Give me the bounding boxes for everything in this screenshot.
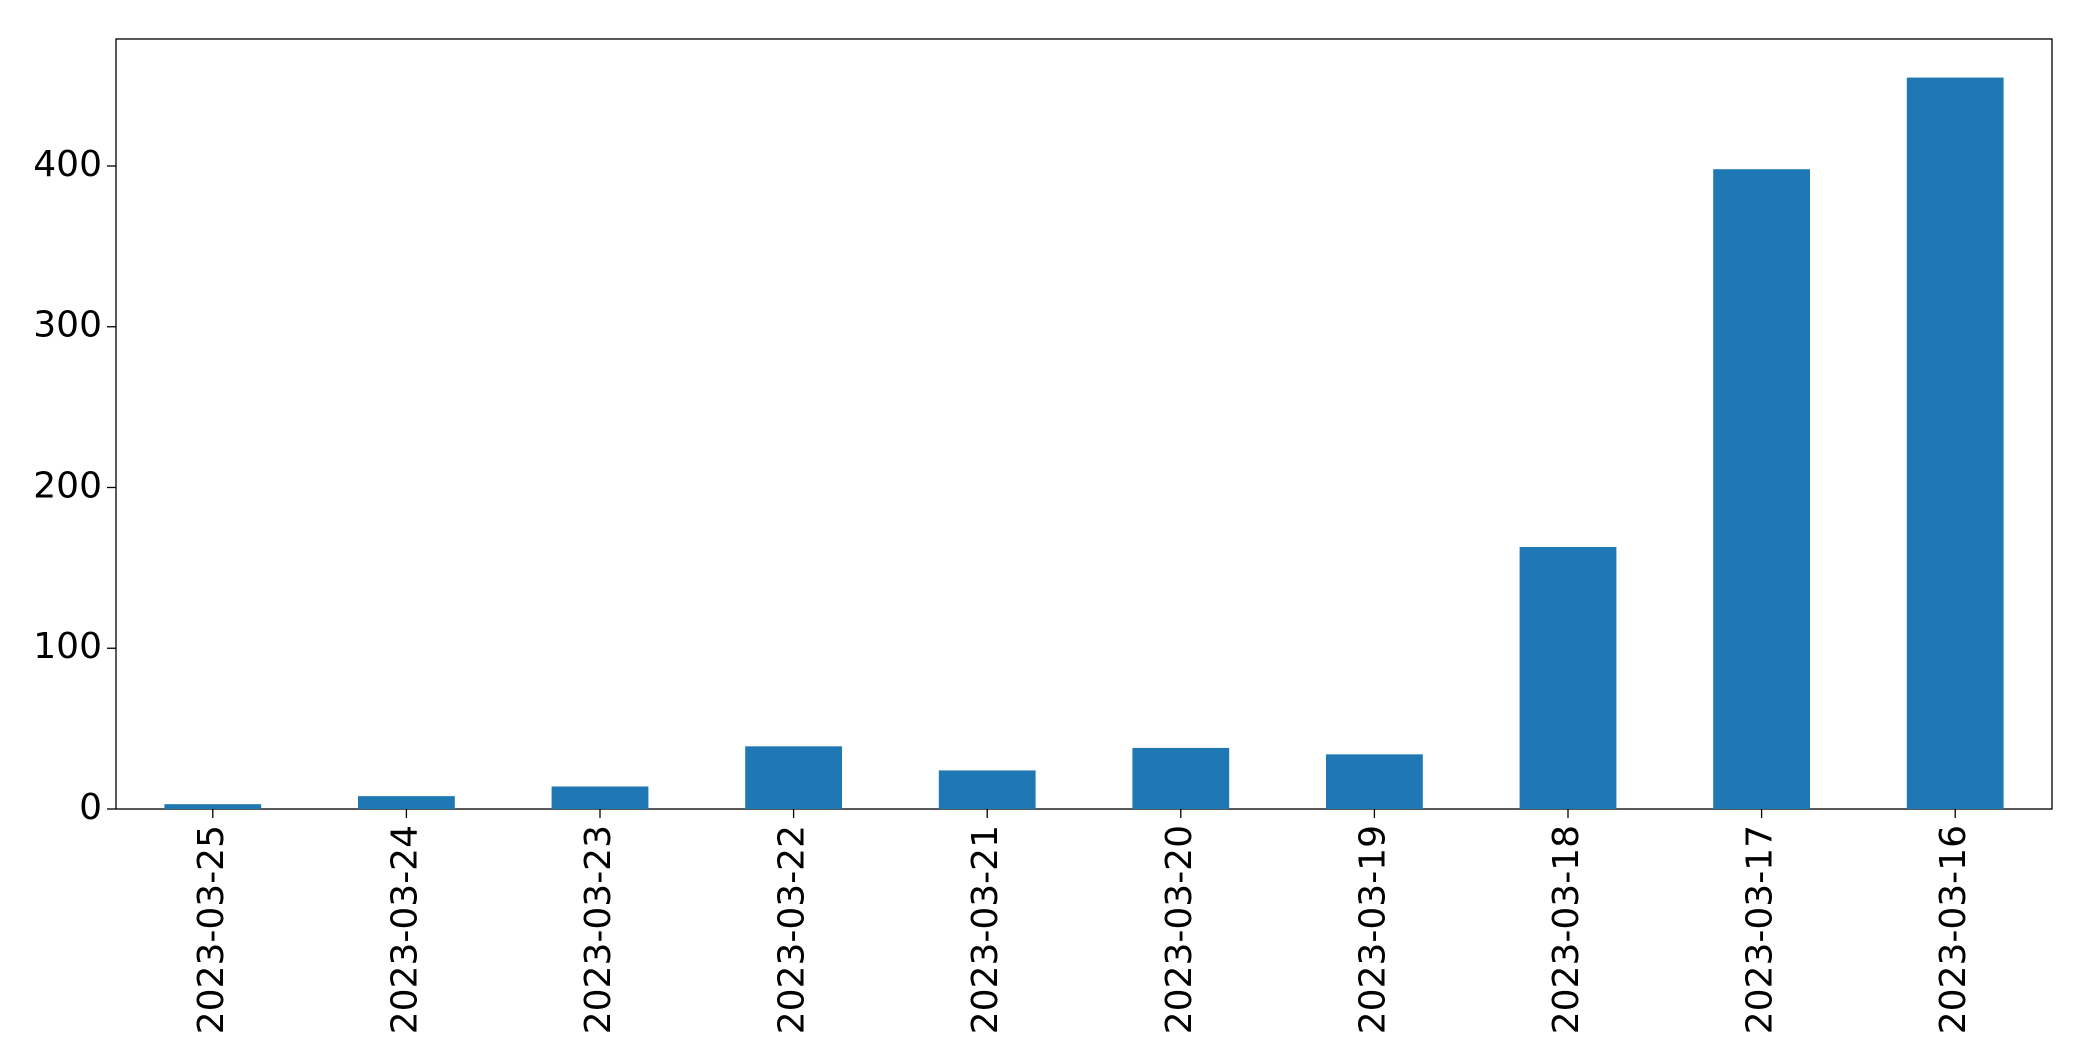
plot-frame: [115, 38, 2053, 810]
bar: [1713, 169, 1810, 810]
x-tick-label: 2023-03-18: [1546, 825, 1587, 1034]
y-tick-label: 200: [33, 465, 102, 506]
bar: [1906, 77, 2004, 809]
x-tick-label: 2023-03-19: [1352, 825, 1393, 1034]
bar: [938, 770, 1036, 809]
x-tick-label: 2023-03-24: [384, 825, 425, 1034]
x-tick-label: 2023-03-23: [578, 825, 619, 1034]
bar: [358, 796, 455, 809]
bar: [551, 786, 649, 809]
bar: [1132, 747, 1230, 809]
x-tick-label: 2023-03-21: [965, 825, 1006, 1034]
y-tick-label: 100: [33, 626, 102, 667]
y-tick-label: 300: [33, 305, 102, 346]
bar: [745, 746, 842, 809]
x-tick-label: 2023-03-17: [1740, 825, 1781, 1034]
y-tick-label: 0: [79, 787, 102, 828]
x-tick-label: 2023-03-20: [1159, 825, 1200, 1034]
bar: [1326, 754, 1423, 809]
bar: [1519, 546, 1617, 809]
x-tick-label: 2023-03-22: [772, 825, 813, 1034]
x-tick-label: 2023-03-16: [1933, 825, 1974, 1034]
bar: [164, 804, 262, 809]
y-tick-label: 400: [33, 144, 102, 185]
x-tick-label: 2023-03-25: [191, 825, 232, 1034]
